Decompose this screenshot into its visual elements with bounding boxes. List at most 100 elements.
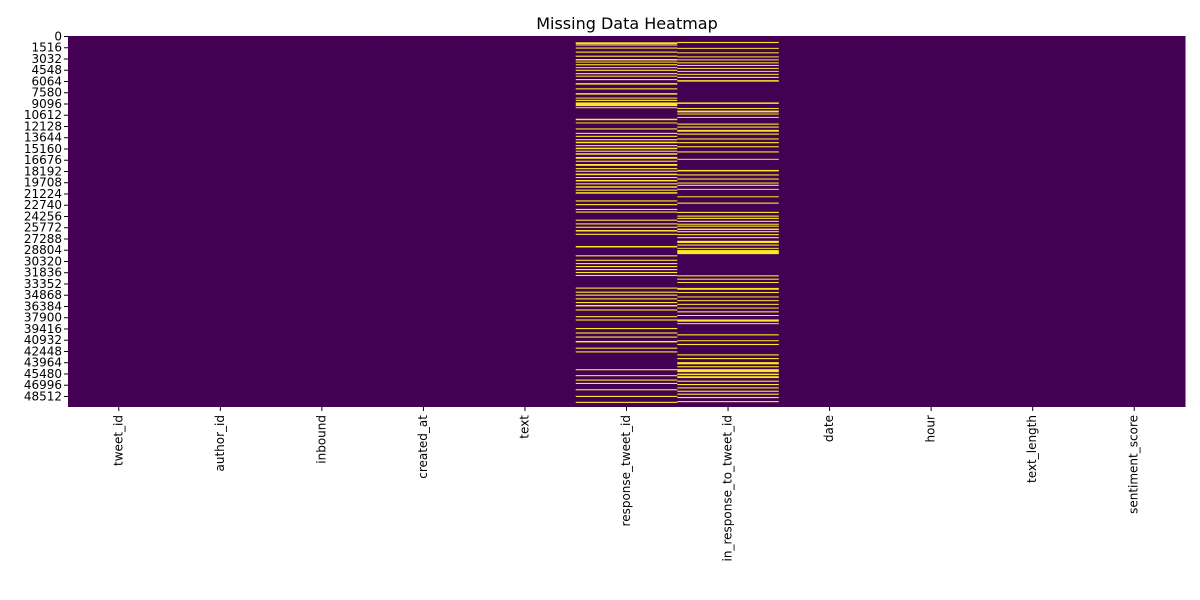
missing-band-in_response_to_tweet_id (677, 275, 779, 277)
missing-band-in_response_to_tweet_id (677, 340, 779, 342)
missing-band-response_tweet_id (575, 153, 678, 155)
x-tick-label-response_tweet_id: response_tweet_id (619, 415, 633, 526)
y-tick-label: 36384 (24, 299, 62, 313)
missing-band-in_response_to_tweet_id (677, 247, 779, 249)
missing-band-response_tweet_id (575, 302, 678, 304)
y-tick-label: 27288 (24, 232, 62, 246)
missing-band-response_tweet_id (575, 379, 678, 381)
missing-band-response_tweet_id (575, 99, 678, 101)
missing-band-in_response_to_tweet_id (677, 110, 779, 113)
missing-band-in_response_to_tweet_id (677, 142, 779, 144)
missing-band-in_response_to_tweet_id (677, 376, 779, 379)
missing-band-response_tweet_id (575, 173, 678, 176)
missing-band-response_tweet_id (575, 245, 678, 248)
missing-band-response_tweet_id (575, 211, 678, 213)
missing-band-response_tweet_id (575, 226, 678, 228)
missing-band-in_response_to_tweet_id (677, 146, 779, 148)
missing-band-response_tweet_id (575, 145, 678, 147)
x-tick-label-tweet_id: tweet_id (111, 415, 125, 466)
missing-band-response_tweet_id (575, 135, 678, 137)
missing-band-in_response_to_tweet_id (677, 116, 779, 118)
missing-band-in_response_to_tweet_id (677, 307, 779, 309)
missing-band-in_response_to_tweet_id (677, 362, 779, 365)
heatmap-column-hour (880, 36, 983, 407)
missing-band-in_response_to_tweet_id (677, 291, 779, 293)
heatmap-column-created_at (372, 36, 475, 407)
missing-band-in_response_to_tweet_id (677, 138, 779, 140)
missing-band-response_tweet_id (575, 268, 678, 271)
missing-band-in_response_to_tweet_id (677, 215, 779, 217)
missing-band-response_tweet_id (575, 382, 678, 384)
missing-band-response_tweet_id (575, 150, 678, 152)
missing-band-in_response_to_tweet_id (677, 237, 779, 239)
y-tick-label: 43964 (24, 356, 62, 370)
missing-band-response_tweet_id (575, 219, 678, 221)
missing-band-in_response_to_tweet_id (677, 80, 779, 82)
missing-band-response_tweet_id (575, 88, 678, 90)
missing-band-in_response_to_tweet_id (677, 354, 779, 356)
missing-band-in_response_to_tweet_id (677, 390, 779, 392)
missing-band-in_response_to_tweet_id (677, 296, 779, 298)
x-axis: tweet_id author_id inbound created_at text re… (111, 407, 1141, 561)
y-tick-label: 9096 (31, 97, 62, 111)
missing-band-response_tweet_id (575, 47, 678, 49)
missing-band-response_tweet_id (575, 147, 678, 150)
missing-band-response_tweet_id (575, 69, 678, 71)
missing-band-in_response_to_tweet_id (677, 174, 779, 176)
missing-band-in_response_to_tweet_id (677, 56, 779, 58)
y-tick-label: 19708 (24, 176, 62, 190)
missing-band-in_response_to_tweet_id (677, 319, 779, 322)
missing-band-in_response_to_tweet_id (677, 102, 779, 104)
missing-band-in_response_to_tweet_id (677, 373, 779, 376)
missing-band-in_response_to_tweet_id (677, 314, 779, 316)
y-tick-label: 34868 (24, 288, 62, 302)
y-tick-label: 12128 (24, 119, 62, 133)
missing-band-in_response_to_tweet_id (677, 178, 779, 180)
missing-band-in_response_to_tweet_id (677, 202, 779, 204)
missing-band-in_response_to_tweet_id (677, 401, 779, 403)
missing-band-in_response_to_tweet_id (677, 244, 779, 246)
y-tick-label: 28804 (24, 243, 62, 257)
missing-band-response_tweet_id (575, 107, 678, 109)
missing-band-response_tweet_id (575, 287, 678, 289)
y-tick-label: 16676 (24, 153, 62, 167)
y-axis: 0151630324548606475809096106121212813644… (24, 30, 68, 403)
missing-band-response_tweet_id (575, 389, 678, 391)
missing-band-response_tweet_id (575, 64, 678, 66)
missing-band-in_response_to_tweet_id (677, 396, 779, 399)
missing-band-in_response_to_tweet_id (677, 196, 779, 198)
missing-band-in_response_to_tweet_id (677, 228, 779, 231)
missing-band-response_tweet_id (575, 139, 678, 141)
missing-band-in_response_to_tweet_id (677, 211, 779, 213)
missing-band-in_response_to_tweet_id (677, 73, 779, 75)
x-tick-label-in_response_to_tweet_id: in_response_to_tweet_id (721, 415, 735, 561)
y-tick-label: 40932 (24, 333, 62, 347)
heatmap-column-tweet_id (68, 36, 171, 407)
heatmap-column-date (778, 36, 881, 407)
y-tick-label: 31836 (24, 266, 62, 280)
missing-band-in_response_to_tweet_id (677, 250, 779, 255)
chart-title: Missing Data Heatmap (536, 14, 718, 33)
missing-band-in_response_to_tweet_id (677, 225, 779, 227)
missing-band-in_response_to_tweet_id (677, 133, 779, 135)
missing-band-in_response_to_tweet_id (677, 151, 779, 153)
y-tick-label: 33352 (24, 277, 62, 291)
missing-band-response_tweet_id (575, 102, 678, 107)
missing-band-in_response_to_tweet_id (677, 76, 779, 78)
missing-band-in_response_to_tweet_id (677, 184, 779, 186)
missing-band-response_tweet_id (575, 332, 678, 334)
missing-band-response_tweet_id (575, 200, 678, 202)
missing-band-response_tweet_id (575, 168, 678, 170)
missing-band-response_tweet_id (575, 97, 678, 99)
missing-band-in_response_to_tweet_id (677, 287, 779, 290)
missing-band-in_response_to_tweet_id (677, 41, 779, 44)
x-tick-label-sentiment_score: sentiment_score (1127, 415, 1141, 514)
missing-band-in_response_to_tweet_id (677, 107, 779, 109)
missing-band-response_tweet_id (575, 327, 678, 330)
missing-band-response_tweet_id (575, 163, 678, 166)
missing-band-response_tweet_id (575, 263, 678, 265)
y-tick-label: 37900 (24, 311, 62, 325)
missing-band-response_tweet_id (575, 319, 678, 321)
missing-band-response_tweet_id (575, 395, 678, 397)
